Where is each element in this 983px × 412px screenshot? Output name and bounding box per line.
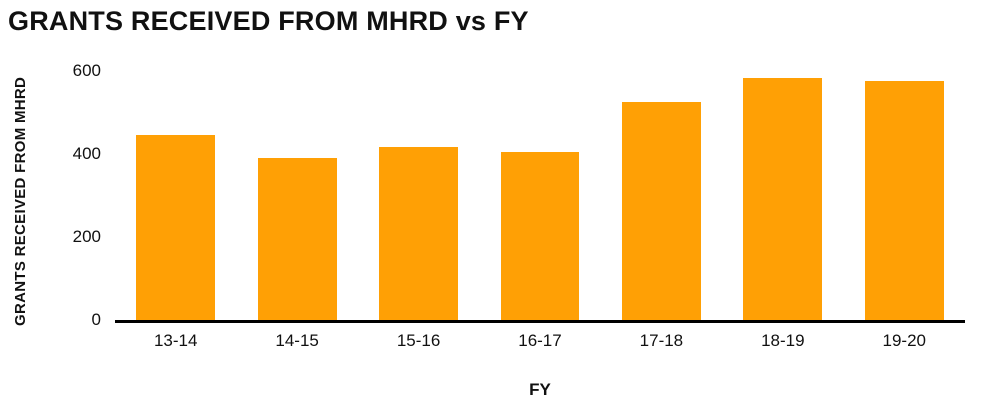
bar-slot xyxy=(115,71,236,320)
bar-15-16 xyxy=(379,146,459,320)
bar-17-18 xyxy=(621,102,701,320)
x-tick-label-18-19: 18-19 xyxy=(761,331,805,350)
y-tick-label-0: 0 xyxy=(91,310,101,329)
bar-slot xyxy=(358,71,479,320)
x-tick-label-15-16: 15-16 xyxy=(396,331,441,350)
bar-slot xyxy=(601,71,722,320)
y-tick-label-200: 200 xyxy=(72,227,101,246)
x-tick-label-13-14: 13-14 xyxy=(153,331,198,350)
x-axis-title: FY xyxy=(529,380,551,399)
bar-19-20 xyxy=(864,80,944,320)
x-tick-label-17-18: 17-18 xyxy=(639,331,684,350)
bars-container xyxy=(115,71,965,320)
y-tick-label-400: 400 xyxy=(72,144,101,163)
bar-slot xyxy=(722,71,843,320)
x-tick-labels: 13-14 14-15 15-16 16-17 17-18 18-19 19-20 xyxy=(115,323,965,351)
chart-title: GRANTS RECEIVED FROM MHRD vs FY xyxy=(8,6,529,36)
y-tick-label-600: 600 xyxy=(72,61,101,80)
bar-16-17 xyxy=(500,151,580,320)
x-tick-label-16-17: 16-17 xyxy=(518,331,562,350)
bar-slot xyxy=(479,71,600,320)
x-tick-label-19-20: 19-20 xyxy=(882,331,926,350)
bar-14-15 xyxy=(257,158,337,320)
bar-18-19 xyxy=(743,78,823,320)
bar-slot xyxy=(844,71,965,320)
plot-area: 0 200 400 600 13-14 14-15 15-16 16-17 17-18 18-1… xyxy=(73,61,965,350)
bar-13-14 xyxy=(136,135,216,320)
bar-slot xyxy=(236,71,357,320)
x-tick-label-14-15: 14-15 xyxy=(275,331,319,350)
y-axis-title: GRANTS RECEIVED FROM MHRD xyxy=(12,76,29,326)
